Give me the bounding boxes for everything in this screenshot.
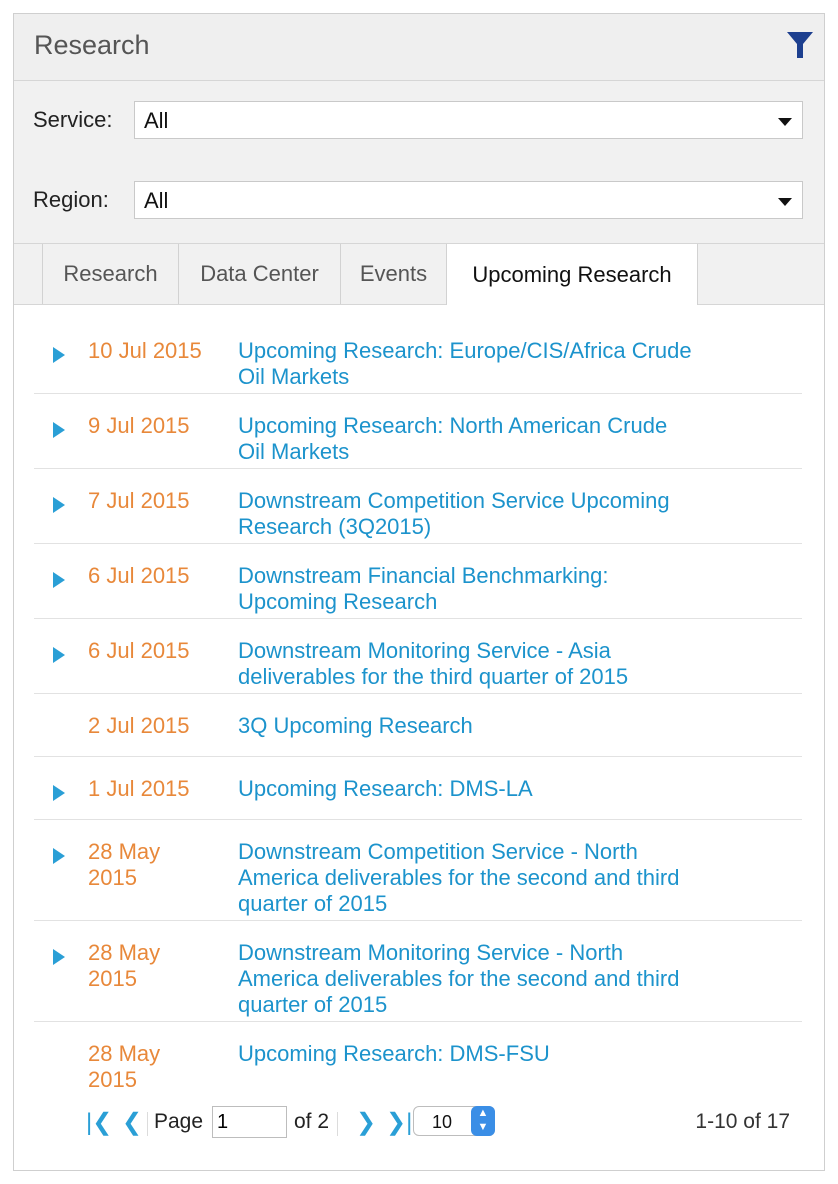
tab-label: Data Center (200, 261, 319, 286)
pager-divider (337, 1112, 338, 1136)
first-page-icon[interactable]: |❮ (86, 1109, 113, 1136)
list-item: 9 Jul 2015 Upcoming Research: North Amer… (34, 394, 802, 469)
item-date: 6 Jul 2015 (88, 638, 190, 663)
item-date: 28 May 2015 (88, 1041, 161, 1092)
next-page-icon[interactable]: ❯ (356, 1109, 377, 1136)
list-item: 6 Jul 2015 Downstream Monitoring Service… (34, 619, 802, 694)
filters-section: Service: All Region: All (14, 81, 824, 244)
service-label: Service: (33, 107, 113, 132)
filter-icon[interactable] (786, 30, 814, 60)
list-item: 2 Jul 2015 3Q Upcoming Research (34, 694, 802, 757)
list-item: 10 Jul 2015 Upcoming Research: Europe/CI… (34, 319, 802, 394)
page-count-label: of 2 (294, 1110, 330, 1133)
expand-arrow-icon[interactable] (53, 347, 65, 363)
tab-research[interactable]: Research (42, 244, 178, 304)
expand-arrow-icon[interactable] (53, 949, 65, 965)
pager-divider (147, 1112, 148, 1136)
item-title-link[interactable]: Downstream Financial Benchmarking: Upcom… (238, 563, 609, 614)
expand-arrow-icon[interactable] (53, 785, 65, 801)
dropdown-arrow-icon (778, 198, 792, 206)
list-item: 28 May 2015 Upcoming Research: DMS-FSU (34, 1022, 802, 1094)
expand-arrow-icon[interactable] (53, 572, 65, 588)
item-title-link[interactable]: Downstream Competition Service Upcoming … (238, 488, 670, 539)
panel-header: Research (14, 14, 824, 81)
list-item: 28 May 2015 Downstream Monitoring Servic… (34, 921, 802, 1022)
pagination-bar: |❮ ❮ Page of 2 ❯ ❯| 10 ▲▼ 1-10 of 17 (14, 1104, 824, 1144)
expand-arrow-icon[interactable] (53, 848, 65, 864)
panel-title: Research (34, 30, 150, 60)
item-title-link[interactable]: Upcoming Research: North American Crude … (238, 413, 668, 464)
expand-arrow-icon[interactable] (53, 422, 65, 438)
range-indicator: 1-10 of 17 (695, 1110, 790, 1133)
item-date: 1 Jul 2015 (88, 776, 190, 801)
list-item: 28 May 2015 Downstream Competition Servi… (34, 820, 802, 921)
research-list: 10 Jul 2015 Upcoming Research: Europe/CI… (34, 319, 802, 1094)
list-item: 6 Jul 2015 Downstream Financial Benchmar… (34, 544, 802, 619)
tab-label: Upcoming Research (472, 261, 672, 287)
region-label: Region: (33, 187, 109, 212)
item-date: 2 Jul 2015 (88, 713, 190, 738)
service-filter-row: Service: All (14, 101, 824, 141)
tab-bar: Research Data Center Events Upcoming Res… (14, 244, 824, 305)
research-panel: Research Service: All Region: All Resear… (13, 13, 825, 1171)
region-select[interactable]: All (134, 181, 803, 219)
dropdown-arrow-icon (778, 118, 792, 126)
last-page-icon[interactable]: ❯| (386, 1109, 413, 1136)
previous-page-icon[interactable]: ❮ (122, 1109, 143, 1136)
tab-events[interactable]: Events (340, 244, 446, 304)
item-title-link[interactable]: Upcoming Research: Europe/CIS/Africa Cru… (238, 338, 692, 389)
page-size-select[interactable]: 10 ▲ ▼ (413, 1106, 495, 1136)
page-label: Page (154, 1110, 204, 1133)
service-select[interactable]: All (134, 101, 803, 139)
item-date: 10 Jul 2015 (88, 338, 202, 363)
item-title-link[interactable]: Downstream Monitoring Service - Asia del… (238, 638, 629, 689)
list-item: 1 Jul 2015 Upcoming Research: DMS-LA (34, 757, 802, 820)
item-date: 6 Jul 2015 (88, 563, 190, 588)
tab-label: Events (359, 261, 428, 286)
item-date: 9 Jul 2015 (88, 413, 190, 438)
tab-data-center[interactable]: Data Center (178, 244, 340, 304)
item-title-link[interactable]: Downstream Competition Service - North A… (238, 839, 680, 916)
tab-label: Research (63, 261, 158, 286)
page-size-value: 10 (432, 1112, 453, 1132)
region-select-value: All (144, 188, 169, 213)
region-filter-row: Region: All (14, 181, 824, 221)
expand-arrow-icon[interactable] (53, 497, 65, 513)
page-number-input[interactable] (212, 1106, 287, 1138)
item-title-link[interactable]: Downstream Monitoring Service - North Am… (238, 940, 680, 1017)
item-title-link[interactable]: Upcoming Research: DMS-LA (238, 776, 533, 801)
item-title-link[interactable]: Upcoming Research: DMS-FSU (238, 1041, 550, 1066)
service-select-value: All (144, 108, 169, 133)
spinner-arrows-icon: ▲ ▼ (471, 1106, 495, 1136)
item-date: 28 May 2015 (88, 839, 161, 890)
item-date: 7 Jul 2015 (88, 488, 190, 513)
item-date: 28 May 2015 (88, 940, 161, 991)
expand-arrow-icon[interactable] (53, 647, 65, 663)
list-item: 7 Jul 2015 Downstream Competition Servic… (34, 469, 802, 544)
tab-upcoming-research[interactable]: Upcoming Research (446, 244, 698, 305)
item-title-link[interactable]: 3Q Upcoming Research (238, 713, 473, 738)
